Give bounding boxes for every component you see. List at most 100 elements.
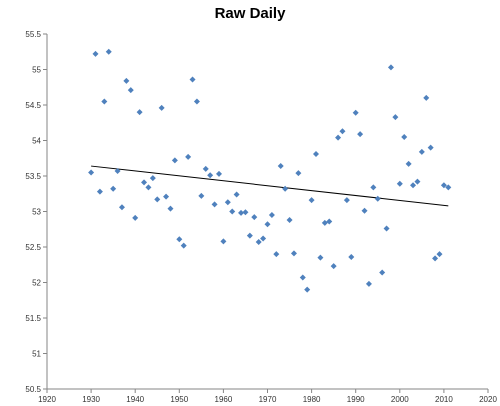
data-point (379, 269, 386, 276)
x-tick-label: 2010 (435, 395, 453, 404)
x-tick-label: 1940 (126, 395, 144, 404)
x-tick-label: 2000 (391, 395, 409, 404)
data-point (432, 255, 439, 262)
data-point (145, 184, 152, 191)
y-tick-label: 50.5 (25, 385, 41, 394)
data-point (242, 209, 249, 216)
data-point (92, 50, 99, 57)
y-tick-label: 51 (32, 350, 41, 359)
data-point (127, 87, 134, 94)
data-point (149, 175, 156, 182)
data-point (251, 214, 258, 221)
data-point (207, 172, 214, 179)
x-tick-label: 2020 (479, 395, 497, 404)
data-point (215, 170, 222, 177)
data-point (418, 148, 425, 155)
data-point (246, 232, 253, 239)
data-point (330, 263, 337, 270)
y-tick-label: 53 (32, 208, 41, 217)
data-point (198, 192, 205, 199)
y-tick-label: 54 (32, 137, 41, 146)
data-point (255, 239, 262, 246)
x-tick-label: 1950 (170, 395, 188, 404)
data-point (193, 98, 200, 105)
data-point (401, 133, 408, 140)
trendline (91, 165, 449, 207)
data-point (268, 212, 275, 219)
data-point (423, 94, 430, 101)
data-point (136, 109, 143, 116)
data-point (313, 150, 320, 157)
data-point (343, 197, 350, 204)
y-tick-label: 51.5 (25, 314, 41, 323)
data-point (392, 114, 399, 121)
data-point (410, 182, 417, 189)
y-tick-label: 54.5 (25, 101, 41, 110)
chart-title: Raw Daily (214, 5, 286, 22)
data-point (299, 274, 306, 281)
data-point (141, 179, 148, 186)
data-point (114, 168, 121, 175)
data-point (282, 185, 289, 192)
data-point (105, 48, 112, 55)
data-point (436, 251, 443, 258)
data-point (260, 235, 267, 242)
data-point (304, 286, 311, 293)
data-point (374, 195, 381, 202)
data-point (132, 214, 139, 221)
data-point (185, 153, 192, 160)
data-point (339, 128, 346, 135)
data-point (264, 221, 271, 228)
data-point (233, 191, 240, 198)
x-tick-label: 1920 (38, 395, 56, 404)
data-point (387, 64, 394, 71)
x-tick-label: 1980 (303, 395, 321, 404)
x-tick-label: 1970 (259, 395, 277, 404)
data-point (290, 250, 297, 257)
data-points (88, 48, 452, 293)
data-point (326, 218, 333, 225)
data-point (189, 76, 196, 83)
data-point (224, 199, 231, 206)
data-point (167, 205, 174, 212)
trendline-group (91, 165, 449, 207)
data-point (352, 109, 359, 116)
data-point (220, 238, 227, 245)
data-point (396, 180, 403, 187)
y-tick-label: 55 (32, 66, 41, 75)
axes: 50.5 51 51.5 52 52.5 53 53.5 54 54.5 55 55.5 1920 19… (25, 30, 497, 404)
data-point (211, 201, 218, 208)
data-point (238, 209, 245, 216)
data-point (180, 242, 187, 249)
data-point (229, 208, 236, 215)
data-point (335, 134, 342, 141)
data-point (357, 131, 364, 138)
data-point (295, 170, 302, 177)
y-tick-label: 52 (32, 279, 41, 288)
data-point (123, 77, 130, 84)
data-point (348, 253, 355, 260)
data-point (361, 207, 368, 214)
data-point (317, 254, 324, 261)
data-point (118, 204, 125, 211)
data-point (405, 160, 412, 167)
x-tick-label: 1990 (347, 395, 365, 404)
y-tick-label: 55.5 (25, 30, 41, 39)
data-point (365, 280, 372, 287)
data-point (176, 236, 183, 243)
data-point (427, 144, 434, 151)
data-point (308, 197, 315, 204)
data-point (154, 196, 161, 203)
data-point (445, 184, 452, 191)
data-point (110, 185, 117, 192)
data-point (101, 98, 108, 105)
data-point (440, 182, 447, 189)
data-point (273, 251, 280, 258)
data-point (277, 163, 284, 170)
y-tick-label: 52.5 (25, 243, 41, 252)
data-point (286, 217, 293, 224)
data-point (96, 188, 103, 195)
y-tick-label: 53.5 (25, 172, 41, 181)
data-point (163, 193, 170, 200)
